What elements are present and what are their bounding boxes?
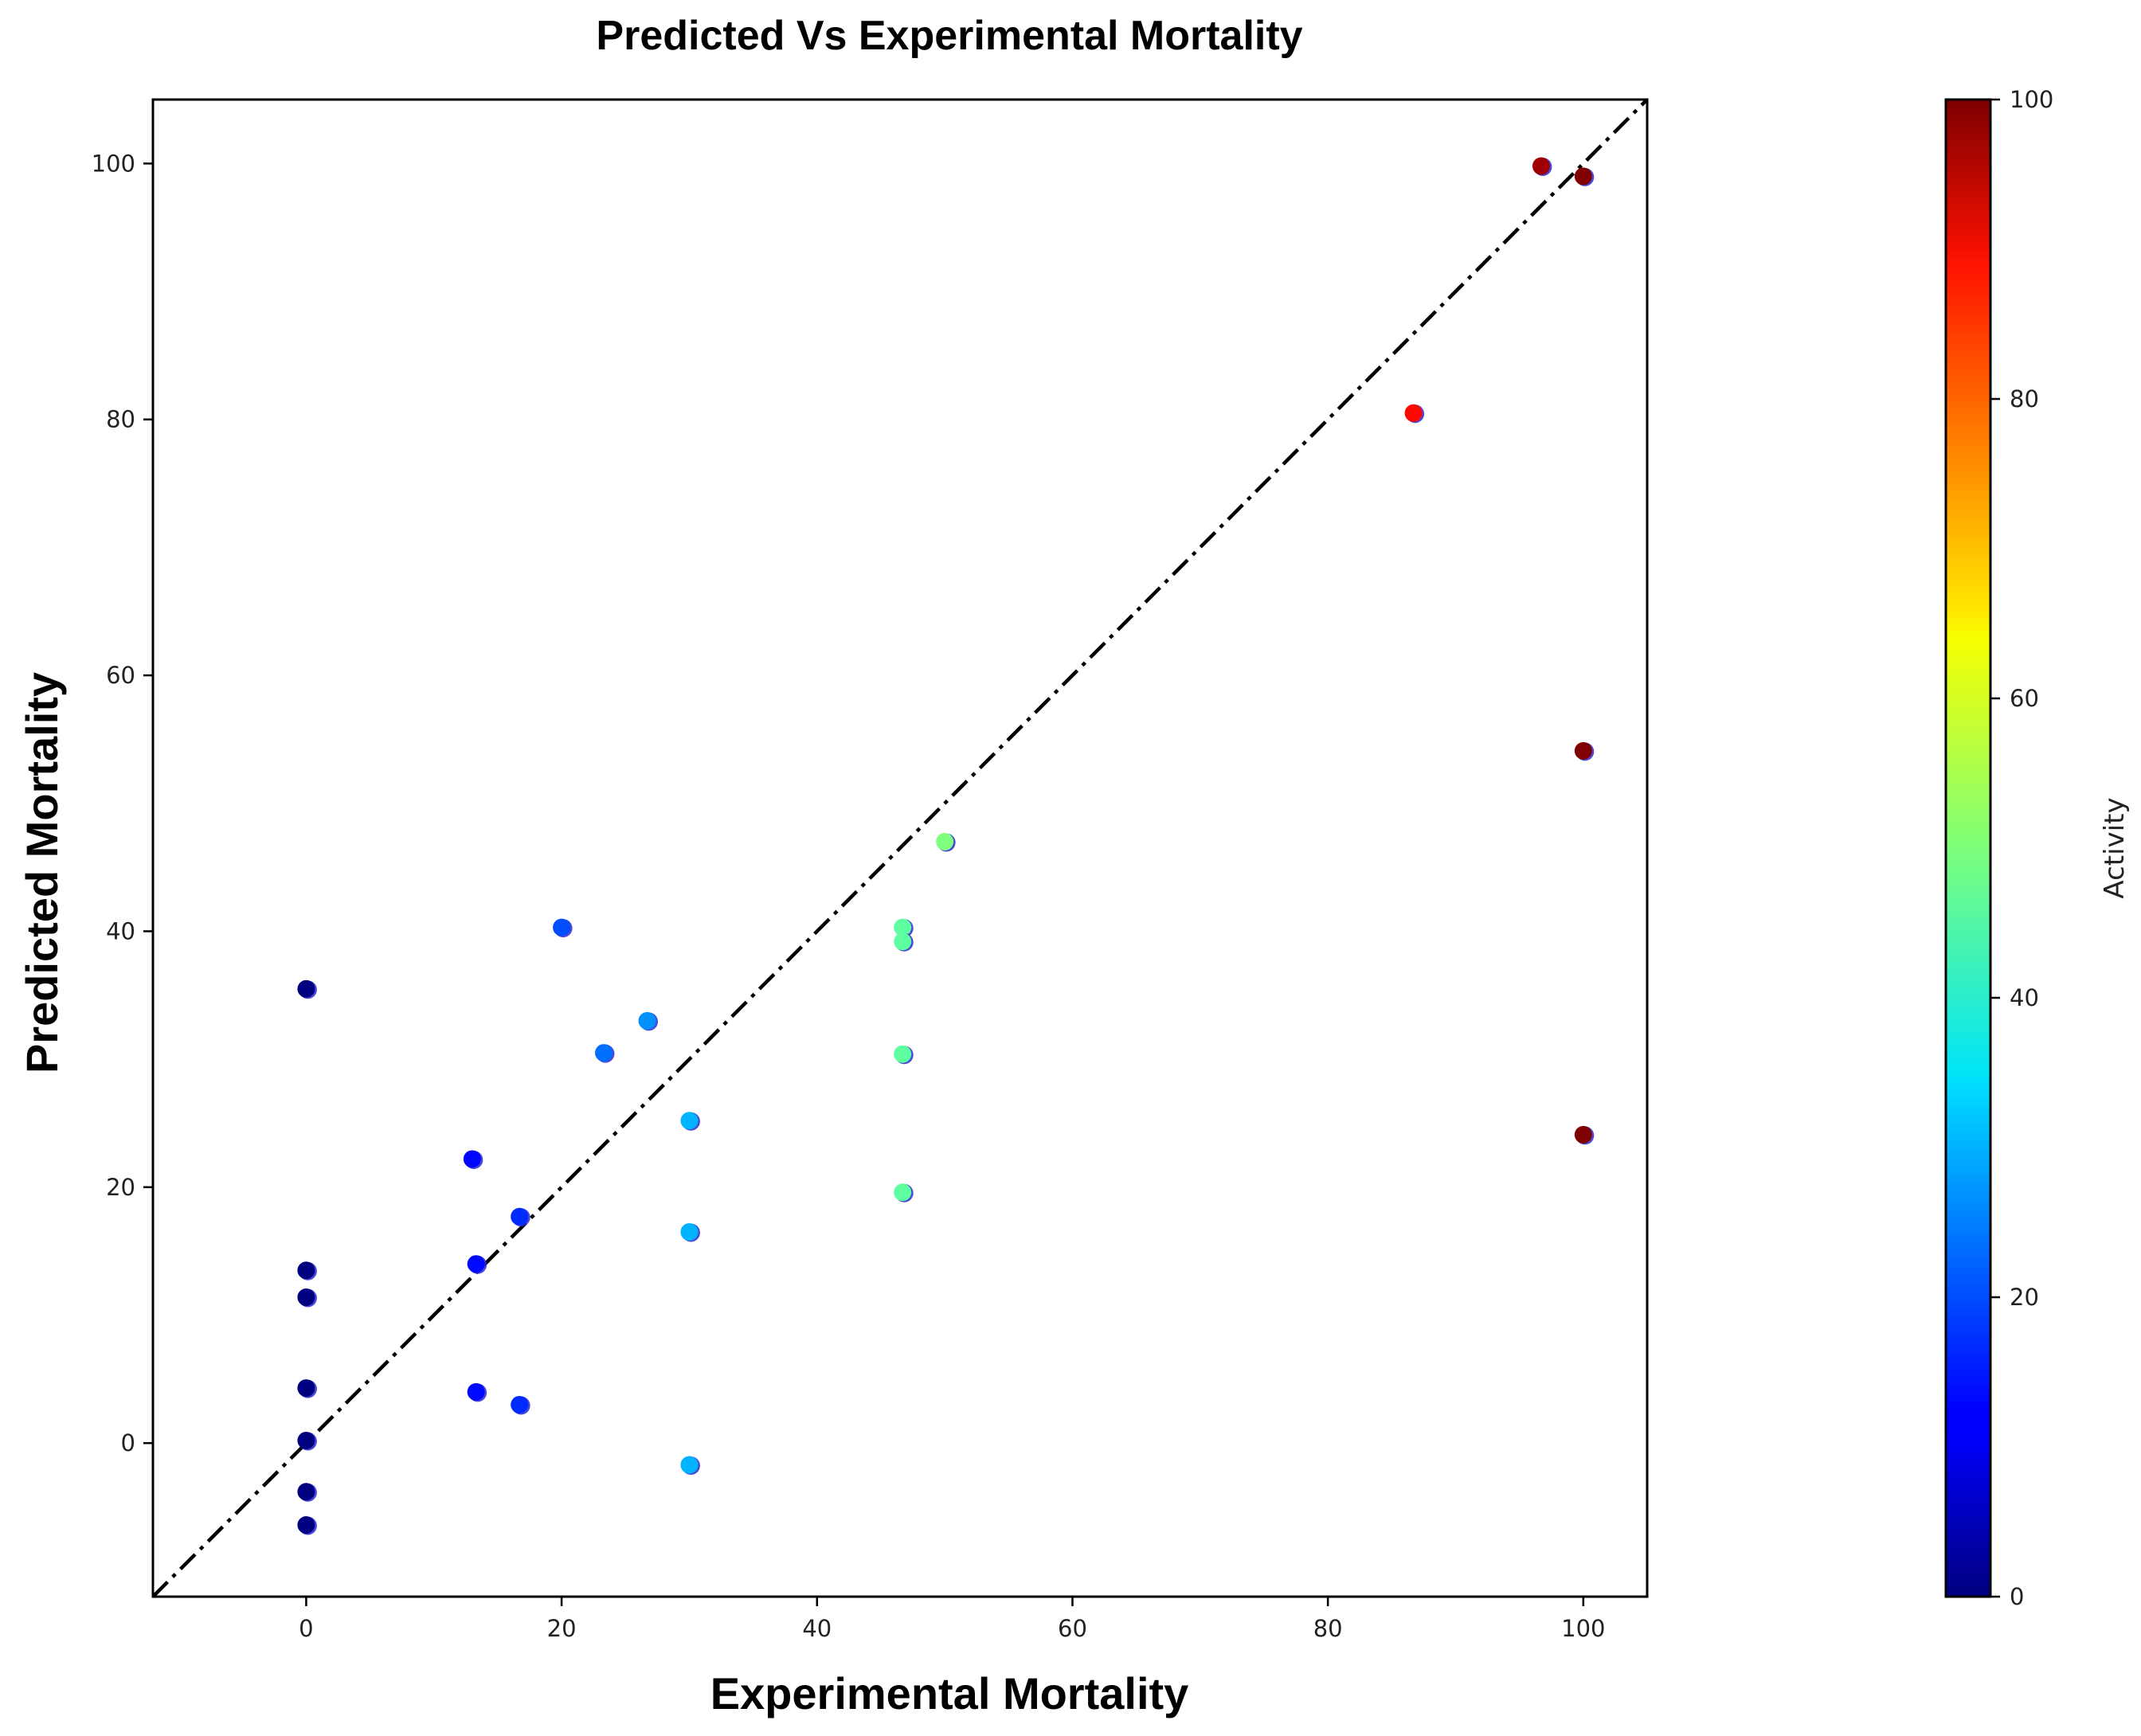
y-tick-label: 20 xyxy=(106,1174,135,1201)
data-point xyxy=(297,1483,315,1501)
y-tick-label: 40 xyxy=(106,917,135,944)
data-point xyxy=(595,1044,613,1062)
data-point xyxy=(553,918,571,936)
data-point xyxy=(297,979,315,998)
colorbar-tick-label: 20 xyxy=(2010,1284,2039,1311)
data-point xyxy=(1574,1125,1592,1144)
y-tick-label: 100 xyxy=(92,150,135,177)
data-point xyxy=(467,1255,485,1273)
data-point xyxy=(680,1456,699,1474)
data-point xyxy=(297,1288,315,1306)
data-point xyxy=(894,1183,912,1202)
colorbar xyxy=(1944,98,1992,1598)
y-axis: 0 20 40 60 80 100 xyxy=(92,150,153,1456)
data-point xyxy=(1574,167,1592,186)
y-tick-label: 0 xyxy=(121,1429,135,1456)
colorbar-tick-label: 40 xyxy=(2010,984,2039,1011)
data-point xyxy=(894,933,912,951)
y-tick-label: 80 xyxy=(106,406,135,433)
x-tick-label: 40 xyxy=(802,1615,832,1642)
x-axis-label: Experimental Mortality xyxy=(710,1668,1189,1718)
data-point xyxy=(1404,404,1423,422)
x-tick-label: 20 xyxy=(547,1615,577,1642)
x-tick-label: 100 xyxy=(1561,1615,1605,1642)
y-axis-label: Predicted Mortality xyxy=(17,672,67,1073)
colorbar-axis: 0 20 40 60 80 100 xyxy=(1990,86,2053,1610)
data-point xyxy=(463,1150,481,1168)
data-point xyxy=(297,1379,315,1398)
x-axis: 0 20 40 60 80 100 xyxy=(299,1597,1606,1642)
data-point xyxy=(1574,741,1592,760)
data-point xyxy=(680,1223,699,1241)
colorbar-tick-label: 60 xyxy=(2010,685,2039,712)
colorbar-tick-label: 80 xyxy=(2010,385,2039,412)
reference-line xyxy=(153,100,1647,1597)
data-point xyxy=(297,1261,315,1280)
data-point xyxy=(936,832,954,850)
data-point xyxy=(297,1431,315,1449)
data-point xyxy=(1532,157,1550,175)
data-point xyxy=(894,918,912,936)
x-tick-label: 80 xyxy=(1313,1615,1343,1642)
chart-title: Predicted Vs Experimental Mortality xyxy=(596,13,1302,59)
data-point xyxy=(680,1112,699,1130)
data-point xyxy=(297,1516,315,1535)
data-point xyxy=(638,1011,656,1030)
colorbar-label: Activity xyxy=(2099,797,2131,898)
data-points xyxy=(297,157,1595,1535)
x-tick-label: 0 xyxy=(299,1615,313,1642)
y-tick-label: 60 xyxy=(106,662,135,689)
colorbar-tick-label: 0 xyxy=(2010,1583,2024,1610)
data-point xyxy=(467,1382,485,1401)
colorbar-tick-label: 100 xyxy=(2010,86,2053,113)
data-point xyxy=(511,1395,529,1413)
x-tick-label: 60 xyxy=(1058,1615,1087,1642)
data-point xyxy=(894,1045,912,1063)
data-point xyxy=(511,1207,529,1226)
